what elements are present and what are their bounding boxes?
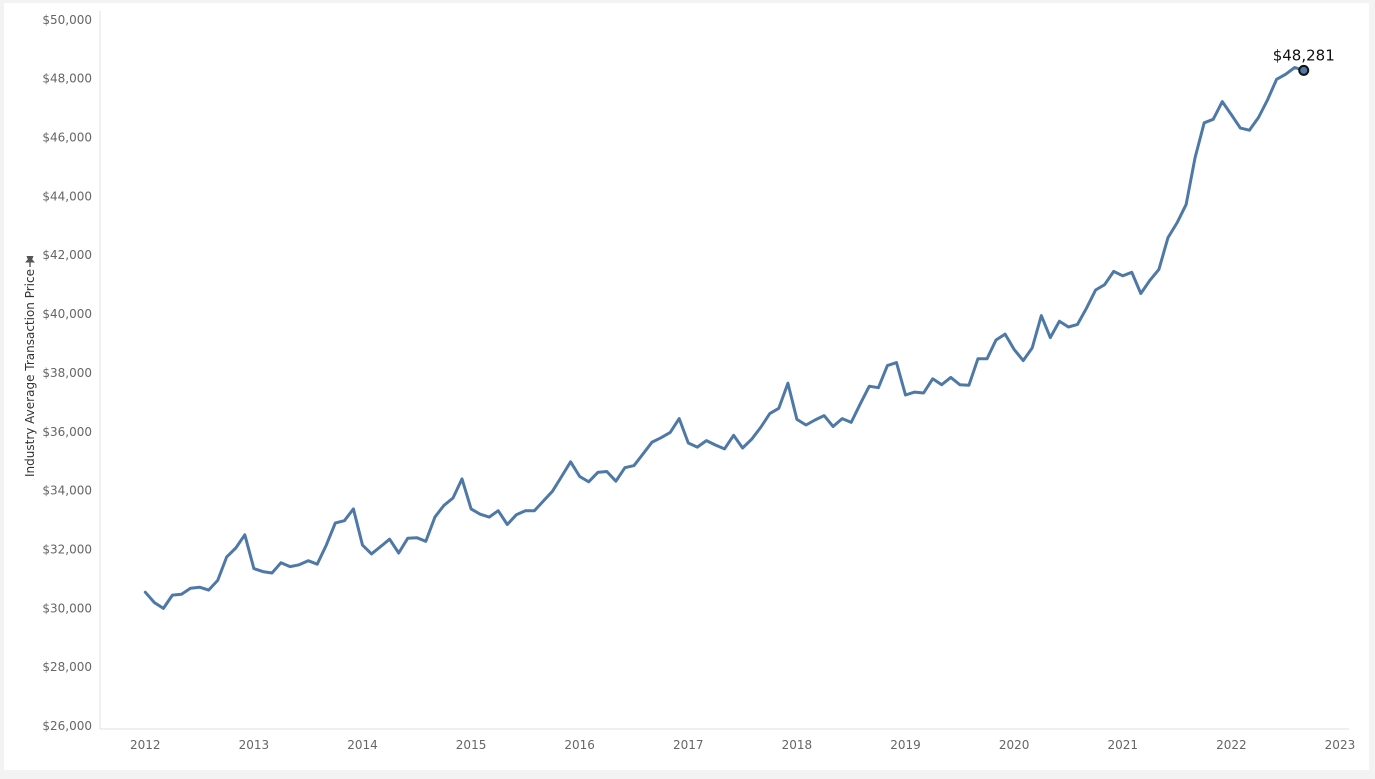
chart-frame: $26,000 $28,000 $30,000 $32,000 $34,000 $36,0… — [4, 3, 1369, 770]
y-tick-label: $34,000 — [42, 484, 92, 498]
y-tick-label: $36,000 — [42, 425, 92, 439]
x-tick-label: 2017 — [673, 738, 704, 752]
y-tick-label: $26,000 — [42, 719, 92, 733]
y-tick-label: $46,000 — [42, 131, 92, 145]
x-tick-label: 2016 — [564, 738, 595, 752]
y-tick-label: $32,000 — [42, 543, 92, 557]
y-tick-label: $50,000 — [42, 13, 92, 27]
axes — [99, 11, 1349, 730]
last-point-marker — [1298, 64, 1310, 76]
x-tick-label: 2022 — [1216, 738, 1247, 752]
y-axis-ticks: $26,000 $28,000 $30,000 $32,000 $34,000 $36,0… — [42, 13, 92, 733]
line-chart: $26,000 $28,000 $30,000 $32,000 $34,000 $36,0… — [23, 11, 1355, 752]
x-tick-label: 2020 — [999, 738, 1030, 752]
y-tick-label: $48,000 — [42, 72, 92, 86]
y-tick-label: $40,000 — [42, 307, 92, 321]
series-line — [143, 66, 1306, 610]
y-axis-title: Industry Average Transaction Price — [23, 269, 37, 477]
x-tick-label: 2014 — [347, 738, 378, 752]
y-tick-label: $38,000 — [42, 366, 92, 380]
x-tick-label: 2015 — [456, 738, 487, 752]
x-tick-label: 2019 — [890, 738, 921, 752]
y-axis-title-group: Industry Average Transaction Price — [23, 269, 37, 477]
series-layer — [143, 66, 1306, 610]
pin-icon[interactable] — [25, 256, 35, 267]
x-tick-label: 2018 — [782, 738, 813, 752]
x-axis-ticks: 2012 2013 2014 2015 2016 2017 2018 2019 2020 2021… — [130, 738, 1355, 752]
last-point-label: $48,281 — [1273, 46, 1335, 64]
y-tick-label: $28,000 — [42, 660, 92, 674]
x-tick-label: 2012 — [130, 738, 161, 752]
y-tick-label: $42,000 — [42, 248, 92, 262]
x-tick-label: 2023 — [1325, 738, 1356, 752]
y-tick-label: $44,000 — [42, 189, 92, 203]
annotation-layer: $48,281 — [1273, 46, 1335, 76]
y-tick-label: $30,000 — [42, 601, 92, 615]
x-tick-label: 2013 — [239, 738, 270, 752]
x-tick-label: 2021 — [1107, 738, 1138, 752]
